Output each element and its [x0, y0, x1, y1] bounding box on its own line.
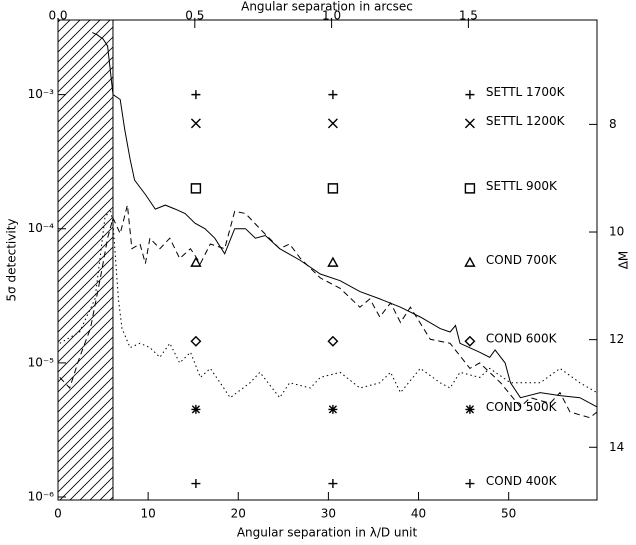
model-label: COND 700K [486, 253, 558, 267]
x2-tick-label: 0.0 [48, 9, 67, 23]
x-tick-label: 10 [140, 507, 155, 521]
model-label: COND 600K [486, 332, 558, 346]
model-marker [328, 479, 338, 489]
model-marker [191, 404, 201, 414]
model-marker [190, 183, 202, 194]
model-marker [191, 90, 201, 100]
model-label: COND 500K [486, 400, 558, 414]
model-marker [465, 90, 475, 100]
model-marker [190, 256, 202, 267]
x-tick-label: 0 [54, 507, 62, 521]
x2-tick-label: 1.0 [322, 9, 341, 23]
y2-tick-label: 8 [609, 117, 617, 131]
y-tick-label: 10⁻⁴ [28, 221, 55, 235]
x2-tick-label: 0.5 [185, 9, 204, 23]
y2-axis-title: ΔM [617, 251, 631, 270]
y2-tick-label: 10 [609, 225, 624, 239]
model-marker [191, 479, 201, 489]
model-marker [190, 118, 201, 129]
x-tick-label: 50 [501, 507, 516, 521]
model-label: SETTL 1200K [486, 114, 566, 128]
y2-tick-label: 12 [609, 332, 624, 346]
model-marker [327, 256, 339, 267]
model-marker [464, 183, 476, 194]
model-marker [190, 335, 202, 347]
detectivity-curve [59, 207, 597, 399]
x-tick-label: 20 [231, 507, 246, 521]
model-marker [327, 183, 339, 194]
x2-axis-title: Angular separation in arcsec [241, 0, 413, 14]
detectivity-curve [92, 32, 597, 408]
x-axis-title: Angular separation in λ/D unit [237, 526, 418, 540]
model-marker [465, 479, 475, 489]
y2-tick-label: 14 [609, 440, 624, 454]
model-marker [464, 118, 475, 129]
model-label: COND 400K [486, 474, 558, 488]
model-marker [464, 256, 476, 267]
model-label: SETTL 1700K [486, 85, 566, 99]
excluded-region [57, 19, 114, 501]
y-tick-label: 10⁻⁶ [28, 490, 55, 504]
x2-tick-label: 1.5 [459, 9, 478, 23]
model-marker [327, 335, 339, 347]
model-marker [327, 118, 338, 129]
detectivity-curve [59, 204, 597, 419]
y-tick-label: 10⁻⁵ [28, 355, 55, 369]
model-marker [328, 90, 338, 100]
model-marker [465, 404, 475, 414]
x-tick-label: 30 [321, 507, 336, 521]
plot-frame [57, 19, 598, 501]
model-marker [328, 404, 338, 414]
model-label: SETTL 900K [486, 179, 558, 193]
x-tick-label: 40 [411, 507, 426, 521]
y-tick-label: 10⁻³ [28, 87, 55, 101]
y-axis-title: 5σ detectivity [5, 218, 19, 301]
model-marker [464, 335, 476, 347]
